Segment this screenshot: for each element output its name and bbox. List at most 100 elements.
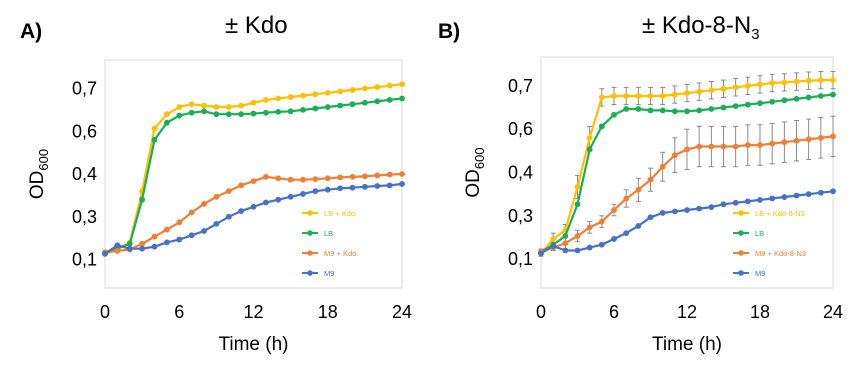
legend-label: LB + Kdo (324, 209, 355, 218)
data-point (300, 176, 306, 183)
data-point (201, 108, 207, 115)
data-point (647, 214, 654, 221)
data-point (262, 173, 269, 180)
data-point (188, 109, 195, 116)
data-point (805, 77, 812, 84)
legend-marker (738, 210, 744, 216)
legend-marker (307, 230, 313, 236)
data-point (647, 107, 654, 114)
data-point (386, 182, 393, 189)
data-point (275, 108, 282, 115)
data-point (586, 244, 593, 251)
data-point (262, 97, 269, 103)
data-point (176, 236, 183, 243)
data-point (623, 106, 630, 112)
data-point (781, 79, 788, 86)
data-point (635, 106, 642, 112)
y-axis-label: OD600 (463, 147, 487, 197)
data-point (324, 89, 331, 96)
data-point (684, 146, 690, 153)
data-point (188, 232, 195, 239)
data-point (817, 134, 824, 141)
data-point (238, 111, 245, 118)
series-1 (538, 91, 836, 255)
data-point (312, 188, 319, 195)
data-point (708, 204, 715, 211)
data-point (151, 136, 158, 143)
data-point (623, 93, 630, 99)
plot-area (540, 56, 834, 289)
data-point (598, 123, 605, 130)
data-point (399, 81, 405, 88)
data-point (176, 104, 183, 110)
data-point (830, 188, 836, 195)
data-point (275, 196, 282, 203)
y-tick-label: 0,6 (508, 119, 533, 139)
legend-label: LB + Kdo-8-N3 (755, 209, 805, 218)
legend-label: LB (324, 229, 333, 238)
legend-marker (307, 250, 313, 256)
data-point (225, 188, 232, 195)
series-line (540, 190, 834, 255)
data-point (213, 220, 220, 227)
series-line (104, 172, 403, 254)
data-point (250, 203, 257, 210)
panel-b: B) ± Kdo-8-N3 0,1 0,3 0,4 0,6 0,7 0 6 12 18 24 Tim… (424, 0, 848, 365)
data-point (337, 102, 344, 109)
data-point (659, 163, 666, 170)
data-point (830, 77, 836, 83)
data-point (696, 143, 703, 150)
data-point (386, 82, 393, 89)
x-tick-label: 12 (243, 302, 263, 322)
data-point (163, 239, 170, 246)
data-point (635, 93, 642, 99)
data-point (324, 104, 331, 110)
legend-label: M9 + Kdo-8-N3 (755, 249, 806, 258)
data-point (793, 137, 800, 144)
data-point (225, 104, 232, 110)
data-point (114, 248, 121, 254)
data-point (126, 240, 133, 247)
data-point (671, 91, 678, 98)
data-point (696, 205, 703, 212)
x-tick-label: 6 (609, 302, 619, 322)
data-point (805, 94, 812, 101)
data-point (361, 183, 368, 190)
data-point (744, 82, 751, 89)
data-point (744, 142, 751, 148)
data-point (102, 250, 108, 257)
data-point (574, 233, 581, 239)
data-point (781, 139, 788, 146)
chart-a: 0,1 0,3 0,4 0,6 0,7 0 6 12 18 24 Time (h) OD600 LB +… (27, 59, 412, 355)
data-point (623, 230, 630, 237)
plot-area (104, 59, 403, 289)
data-point (374, 98, 381, 105)
data-point (349, 184, 356, 191)
data-point (349, 101, 356, 108)
data-point (817, 93, 824, 99)
data-point (176, 219, 183, 226)
data-point (659, 93, 666, 99)
data-point (399, 181, 405, 187)
series-1 (102, 95, 405, 256)
x-tick-label: 24 (392, 302, 412, 322)
data-point (337, 88, 344, 95)
series-3 (538, 188, 836, 257)
legend-marker (738, 230, 744, 236)
data-point (213, 104, 220, 110)
data-point (386, 171, 393, 178)
y-tick-label: 0,6 (72, 121, 97, 141)
data-point (201, 201, 207, 207)
chart-b: 0,1 0,3 0,4 0,6 0,7 0 6 12 18 24 Time (h) OD600 LB +… (463, 56, 843, 355)
data-point (188, 209, 195, 216)
legend-marker (307, 210, 313, 216)
data-point (769, 140, 776, 147)
data-point (300, 106, 306, 113)
data-point (611, 207, 617, 213)
data-point (126, 245, 133, 252)
data-point (708, 106, 715, 112)
data-point (793, 192, 800, 199)
y-tick-label: 0,7 (72, 79, 97, 99)
data-point (574, 247, 581, 254)
chart-title-b-subscript: 3 (751, 25, 760, 43)
